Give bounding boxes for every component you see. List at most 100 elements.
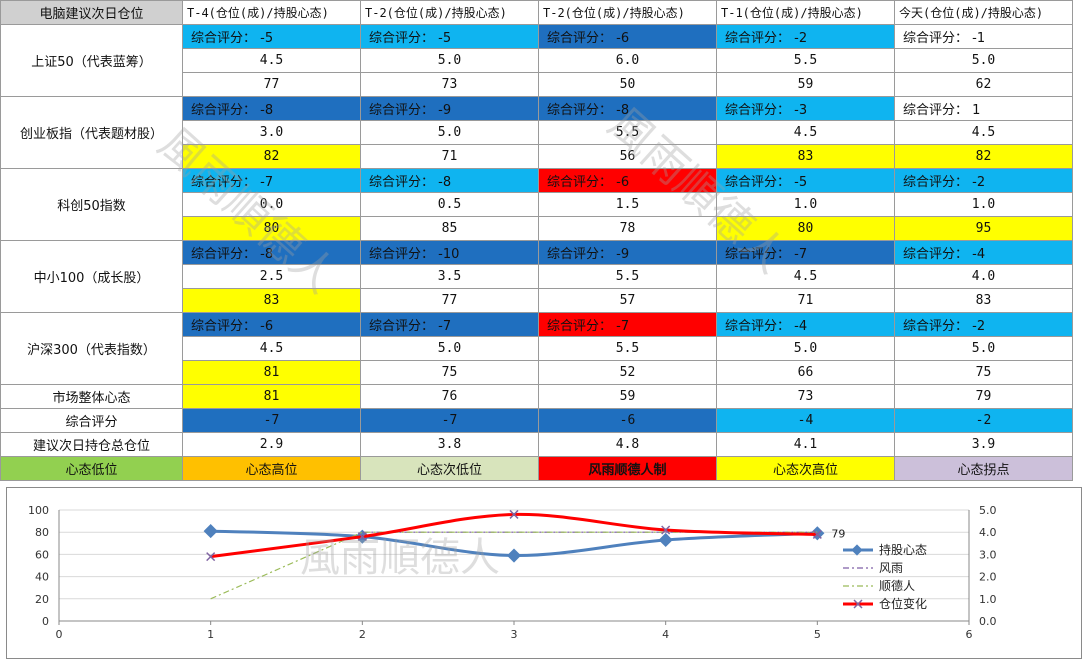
mood-cell[interactable]: 82 <box>182 144 361 169</box>
score-cell[interactable]: 综合评分： -8 <box>182 240 361 265</box>
mood-cell[interactable]: 80 <box>182 216 361 241</box>
position-cell[interactable]: 5.0 <box>360 120 539 145</box>
position-cell[interactable]: 4.5 <box>894 120 1073 145</box>
legend-cell[interactable]: 心态拐点 <box>894 456 1073 481</box>
column-header[interactable]: T-4(仓位(成)/持股心态) <box>182 0 361 25</box>
summary-cell[interactable]: 81 <box>182 384 361 409</box>
score-cell[interactable]: 综合评分： -7 <box>360 312 539 337</box>
summary-cell[interactable]: 3.8 <box>360 432 539 457</box>
score-cell[interactable]: 综合评分： -9 <box>360 96 539 121</box>
position-cell[interactable]: 5.0 <box>894 48 1073 73</box>
score-cell[interactable]: 综合评分： -6 <box>538 168 717 193</box>
score-cell[interactable]: 综合评分： 1 <box>894 96 1073 121</box>
score-cell[interactable]: 综合评分： -4 <box>894 240 1073 265</box>
summary-cell[interactable]: -6 <box>538 408 717 433</box>
score-cell[interactable]: 综合评分： -8 <box>182 96 361 121</box>
mood-cell[interactable]: 56 <box>538 144 717 169</box>
score-cell[interactable]: 综合评分： -5 <box>360 24 539 49</box>
summary-cell[interactable]: -4 <box>716 408 895 433</box>
index-label[interactable]: 创业板指（代表题材股） <box>0 96 183 169</box>
index-label[interactable]: 科创50指数 <box>0 168 183 241</box>
mood-cell[interactable]: 85 <box>360 216 539 241</box>
mood-cell[interactable]: 78 <box>538 216 717 241</box>
position-cell[interactable]: 5.0 <box>360 48 539 73</box>
mood-cell[interactable]: 80 <box>716 216 895 241</box>
summary-cell[interactable]: 59 <box>538 384 717 409</box>
index-label[interactable]: 上证50（代表蓝筹） <box>0 24 183 97</box>
mood-cell[interactable]: 82 <box>894 144 1073 169</box>
position-cell[interactable]: 5.5 <box>538 120 717 145</box>
legend-cell[interactable]: 风雨顺德人制 <box>538 456 717 481</box>
score-cell[interactable]: 综合评分： -7 <box>538 312 717 337</box>
summary-cell[interactable]: 2.9 <box>182 432 361 457</box>
mood-cell[interactable]: 83 <box>716 144 895 169</box>
position-cell[interactable]: 4.0 <box>894 264 1073 289</box>
mood-cell[interactable]: 77 <box>182 72 361 97</box>
position-cell[interactable]: 0.0 <box>182 192 361 217</box>
legend-cell[interactable]: 心态高位 <box>182 456 361 481</box>
mood-cell[interactable]: 52 <box>538 360 717 385</box>
summary-cell[interactable]: -2 <box>894 408 1073 433</box>
mood-cell[interactable]: 77 <box>360 288 539 313</box>
score-cell[interactable]: 综合评分： -6 <box>182 312 361 337</box>
position-cell[interactable]: 0.5 <box>360 192 539 217</box>
score-cell[interactable]: 综合评分： -10 <box>360 240 539 265</box>
score-cell[interactable]: 综合评分： -2 <box>716 24 895 49</box>
summary-cell[interactable]: 4.1 <box>716 432 895 457</box>
position-cell[interactable]: 5.5 <box>538 336 717 361</box>
index-label[interactable]: 中小100（成长股） <box>0 240 183 313</box>
summary-cell[interactable]: 79 <box>894 384 1073 409</box>
summary-cell[interactable]: 3.9 <box>894 432 1073 457</box>
summary-label[interactable]: 综合评分 <box>0 408 183 433</box>
position-cell[interactable]: 2.5 <box>182 264 361 289</box>
column-header[interactable]: 今天(仓位(成)/持股心态) <box>894 0 1073 25</box>
mood-cell[interactable]: 71 <box>716 288 895 313</box>
position-cell[interactable]: 4.5 <box>716 264 895 289</box>
summary-cell[interactable]: 4.8 <box>538 432 717 457</box>
score-cell[interactable]: 综合评分： -7 <box>716 240 895 265</box>
summary-cell[interactable]: -7 <box>360 408 539 433</box>
mood-cell[interactable]: 95 <box>894 216 1073 241</box>
position-cell[interactable]: 1.0 <box>716 192 895 217</box>
position-cell[interactable]: 1.5 <box>538 192 717 217</box>
score-cell[interactable]: 综合评分： -2 <box>894 168 1073 193</box>
position-cell[interactable]: 5.0 <box>716 336 895 361</box>
score-cell[interactable]: 综合评分： -9 <box>538 240 717 265</box>
position-cell[interactable]: 6.0 <box>538 48 717 73</box>
position-cell[interactable]: 5.5 <box>538 264 717 289</box>
score-cell[interactable]: 综合评分： -3 <box>716 96 895 121</box>
mood-cell[interactable]: 59 <box>716 72 895 97</box>
summary-cell[interactable]: 76 <box>360 384 539 409</box>
column-header[interactable]: T-1(仓位(成)/持股心态) <box>716 0 895 25</box>
score-cell[interactable]: 综合评分： -2 <box>894 312 1073 337</box>
score-cell[interactable]: 综合评分： -5 <box>716 168 895 193</box>
score-cell[interactable]: 综合评分： -5 <box>182 24 361 49</box>
mood-cell[interactable]: 75 <box>894 360 1073 385</box>
score-cell[interactable]: 综合评分： -6 <box>538 24 717 49</box>
mood-cell[interactable]: 66 <box>716 360 895 385</box>
mood-cell[interactable]: 62 <box>894 72 1073 97</box>
summary-cell[interactable]: -7 <box>182 408 361 433</box>
index-label[interactable]: 沪深300（代表指数） <box>0 312 183 385</box>
mood-cell[interactable]: 81 <box>182 360 361 385</box>
score-cell[interactable]: 综合评分： -8 <box>360 168 539 193</box>
summary-label[interactable]: 建议次日持仓总仓位 <box>0 432 183 457</box>
score-cell[interactable]: 综合评分： -7 <box>182 168 361 193</box>
mood-cell[interactable]: 71 <box>360 144 539 169</box>
mood-cell[interactable]: 83 <box>182 288 361 313</box>
position-cell[interactable]: 4.5 <box>182 336 361 361</box>
mood-cell[interactable]: 73 <box>360 72 539 97</box>
score-cell[interactable]: 综合评分： -8 <box>538 96 717 121</box>
position-cell[interactable]: 5.5 <box>716 48 895 73</box>
score-cell[interactable]: 综合评分： -4 <box>716 312 895 337</box>
mood-cell[interactable]: 50 <box>538 72 717 97</box>
position-cell[interactable]: 4.5 <box>716 120 895 145</box>
mood-cell[interactable]: 75 <box>360 360 539 385</box>
position-cell[interactable]: 3.0 <box>182 120 361 145</box>
mood-cell[interactable]: 57 <box>538 288 717 313</box>
summary-cell[interactable]: 73 <box>716 384 895 409</box>
legend-cell[interactable]: 心态次高位 <box>716 456 895 481</box>
legend-cell[interactable]: 心态次低位 <box>360 456 539 481</box>
legend-cell[interactable]: 心态低位 <box>0 456 183 481</box>
column-header[interactable]: T-2(仓位(成)/持股心态) <box>360 0 539 25</box>
